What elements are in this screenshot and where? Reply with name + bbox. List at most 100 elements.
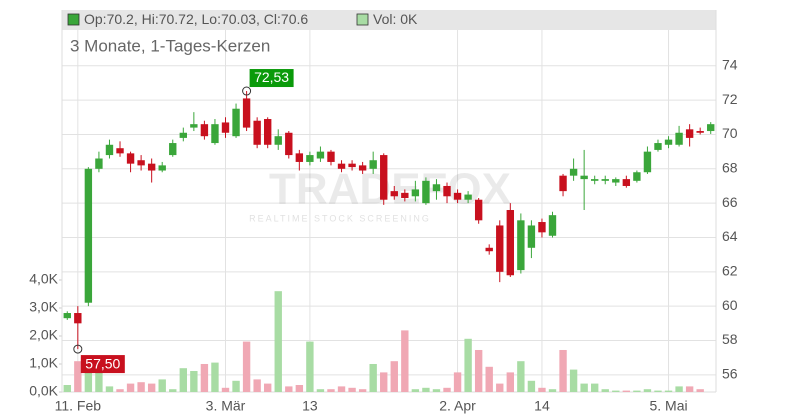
y-tick-label: 72 bbox=[722, 91, 738, 107]
volume-bar bbox=[654, 390, 662, 392]
volume-bar bbox=[306, 341, 314, 392]
candle-body bbox=[643, 151, 652, 173]
x-tick-label: 3. Mär bbox=[206, 398, 246, 414]
volume-bar bbox=[137, 382, 145, 392]
volume-tick-label: 0,0K bbox=[29, 383, 58, 399]
y-tick-label: 62 bbox=[722, 263, 738, 279]
candle-body bbox=[253, 120, 261, 145]
candle-body bbox=[348, 163, 356, 168]
volume-bar bbox=[464, 338, 472, 392]
candle-body bbox=[485, 247, 493, 252]
x-tick-label: 2. Apr bbox=[439, 398, 476, 414]
candle-body bbox=[453, 192, 462, 200]
y-tick-label: 60 bbox=[722, 297, 738, 313]
candle-body bbox=[601, 179, 609, 181]
annotation-marker bbox=[73, 344, 83, 354]
volume-bar bbox=[369, 363, 377, 392]
x-tick-label: 14 bbox=[534, 398, 550, 414]
y-tick-label: 70 bbox=[722, 125, 738, 141]
candle-body bbox=[179, 132, 187, 138]
annotation-box bbox=[249, 69, 294, 88]
candle-body bbox=[274, 136, 282, 145]
candle-body bbox=[137, 160, 145, 166]
volume-bar bbox=[242, 341, 251, 392]
candle-body bbox=[401, 192, 409, 198]
volume-tick-label: 2,0K bbox=[29, 327, 58, 343]
volume-bar bbox=[200, 363, 209, 392]
volume-bar bbox=[591, 383, 599, 392]
volume-bar bbox=[485, 366, 493, 392]
volume-bar bbox=[126, 383, 135, 392]
volume-bar bbox=[506, 372, 514, 392]
candle-body bbox=[380, 155, 388, 200]
y-tick-label: 64 bbox=[722, 228, 738, 244]
volume-bar bbox=[538, 387, 546, 392]
annotation-marker bbox=[242, 86, 252, 96]
candle-body bbox=[496, 225, 504, 272]
candle-body bbox=[327, 151, 335, 162]
y-tick-label: 58 bbox=[722, 331, 738, 347]
volume-bar bbox=[380, 372, 388, 392]
ohlc-icon bbox=[67, 13, 80, 26]
candle-body bbox=[211, 124, 219, 144]
volume-bar bbox=[285, 386, 293, 392]
candle-body bbox=[158, 165, 166, 171]
candle-body bbox=[221, 122, 230, 133]
x-tick-label: 11. Feb bbox=[55, 398, 102, 414]
volume-bar bbox=[348, 387, 356, 392]
volume-bar bbox=[580, 383, 588, 392]
volume-tick-label: 4,0K bbox=[29, 271, 58, 287]
volume-bar bbox=[337, 386, 346, 392]
volume-bar bbox=[496, 383, 504, 392]
volume-bar bbox=[358, 389, 367, 392]
volume-bar bbox=[190, 370, 198, 392]
annotation-box bbox=[80, 355, 125, 374]
candle-body bbox=[306, 155, 314, 162]
candle-body bbox=[464, 194, 472, 200]
candle-body bbox=[612, 179, 620, 183]
candle-body bbox=[74, 313, 82, 324]
volume-bar bbox=[116, 389, 124, 392]
candle-body bbox=[664, 139, 673, 145]
volume-bar bbox=[221, 387, 230, 392]
volume-bar bbox=[147, 383, 156, 392]
candle-body bbox=[654, 143, 662, 150]
volume-bar bbox=[643, 389, 652, 392]
volume-bar bbox=[601, 389, 609, 392]
volume-bar bbox=[432, 389, 441, 392]
candle-body bbox=[506, 210, 514, 276]
volume-bar bbox=[612, 390, 620, 392]
candle-body bbox=[696, 131, 704, 133]
volume-bar bbox=[548, 389, 557, 392]
candle-body bbox=[147, 163, 156, 171]
volume-bar bbox=[211, 362, 219, 392]
header-volume: Vol: 0K bbox=[373, 11, 418, 27]
volume-bar bbox=[401, 330, 409, 392]
watermark: TRADEFOX bbox=[269, 165, 511, 214]
candle-body bbox=[295, 153, 304, 162]
annotation-label: 72,53 bbox=[254, 69, 289, 85]
candle-body bbox=[675, 132, 683, 145]
volume-bar bbox=[158, 379, 166, 392]
chart-title: 3 Monate, 1-Tages-Kerzen bbox=[70, 36, 270, 55]
volume-bar bbox=[316, 389, 325, 392]
volume-bar bbox=[675, 386, 683, 392]
volume-bar bbox=[74, 361, 82, 392]
candle-body bbox=[559, 175, 567, 192]
y-tick-label: 66 bbox=[722, 194, 738, 210]
candle-body bbox=[358, 165, 367, 171]
volume-bar bbox=[453, 372, 462, 392]
annotation-label: 57,50 bbox=[85, 355, 120, 371]
candle-body bbox=[316, 151, 325, 159]
volume-bar bbox=[569, 369, 578, 392]
volume-bar bbox=[696, 389, 704, 392]
y-tick-label: 56 bbox=[722, 366, 738, 382]
candle-body bbox=[63, 313, 71, 319]
candle-body bbox=[548, 215, 557, 236]
volume-bar bbox=[559, 349, 567, 392]
candle-body bbox=[232, 108, 240, 137]
volume-bar bbox=[422, 387, 430, 392]
volume-bar bbox=[517, 361, 525, 392]
candle-body bbox=[474, 199, 483, 221]
